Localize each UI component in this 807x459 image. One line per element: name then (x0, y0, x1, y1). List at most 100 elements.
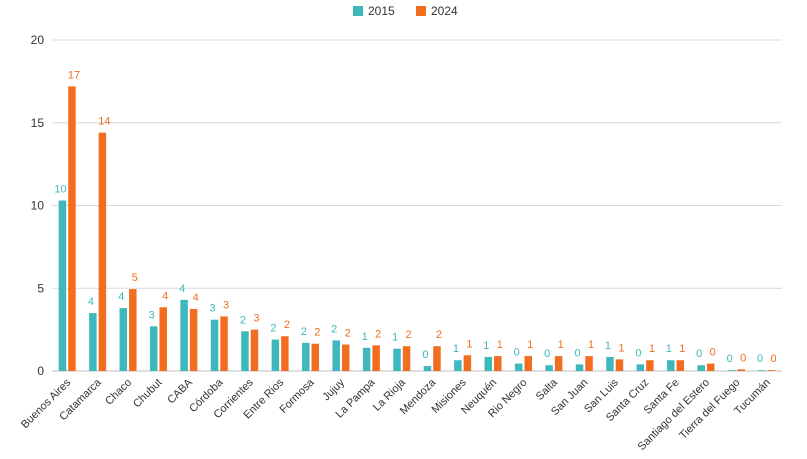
data-label-2015: 1 (483, 340, 489, 352)
data-label-2024: 1 (558, 339, 564, 351)
bar-2024[interactable] (311, 343, 320, 371)
bar-2024[interactable] (402, 346, 411, 371)
bar-2024[interactable] (676, 360, 685, 371)
data-label-2015: 1 (605, 340, 611, 352)
bar-2015[interactable] (149, 326, 158, 371)
x-tick-label: Jujuy (320, 376, 347, 403)
y-tick-label: 10 (31, 199, 45, 213)
bar-2024[interactable] (463, 355, 472, 371)
legend[interactable]: 2015 2024 (353, 4, 458, 18)
bar-2015[interactable] (514, 363, 523, 371)
bar-2015[interactable] (636, 364, 645, 371)
data-label-2015: 1 (362, 331, 368, 343)
y-tick-label: 0 (37, 364, 44, 378)
bar-2015[interactable] (271, 339, 280, 371)
data-label-2015: 1 (392, 332, 398, 344)
bar-2015[interactable] (606, 356, 614, 371)
x-tick-label: Chaco (103, 377, 134, 408)
bar-2024[interactable] (615, 359, 624, 371)
bar-2024[interactable] (585, 356, 593, 371)
y-tick-label: 5 (37, 281, 44, 295)
bar-2024[interactable] (341, 344, 350, 371)
data-label-2015: 0 (757, 353, 763, 365)
bar-2015[interactable] (758, 370, 766, 371)
bar-2015[interactable] (362, 347, 371, 371)
bars (58, 86, 776, 371)
bar-2015[interactable] (332, 340, 340, 371)
data-label-2015: 2 (331, 323, 337, 335)
bar-2015[interactable] (119, 308, 128, 371)
bar-2024[interactable] (433, 346, 441, 371)
bar-2024[interactable] (220, 316, 228, 371)
bar-2015[interactable] (484, 356, 493, 371)
data-label-2015: 2 (270, 323, 276, 335)
bar-2015[interactable] (58, 200, 67, 371)
bar-2015[interactable] (302, 342, 310, 371)
bar-2024[interactable] (646, 360, 654, 371)
data-label-2015: 0 (544, 348, 550, 360)
data-label-2024: 0 (740, 352, 746, 364)
bar-2015[interactable] (423, 366, 432, 371)
legend-swatch-2024[interactable] (416, 6, 426, 16)
bar-2024[interactable] (372, 345, 380, 371)
bar-2015[interactable] (89, 313, 97, 371)
data-label-2015: 4 (88, 296, 94, 308)
bar-2024[interactable] (767, 370, 776, 371)
data-label-2024: 2 (314, 327, 320, 339)
data-label-2015: 4 (118, 291, 124, 303)
bar-2024[interactable] (281, 336, 289, 371)
bar-2024[interactable] (68, 86, 76, 371)
bar-2024[interactable] (189, 308, 198, 371)
bar-2024[interactable] (98, 132, 107, 371)
data-label-2015: 0 (696, 348, 702, 360)
y-tick-label: 20 (31, 33, 45, 47)
bar-2024[interactable] (524, 356, 532, 371)
data-label-2024: 14 (98, 116, 110, 128)
bar-2015[interactable] (575, 364, 584, 371)
bar-2024[interactable] (129, 289, 137, 371)
bar-2015[interactable] (667, 360, 675, 371)
bar-2024[interactable] (250, 329, 259, 371)
data-label-2024: 2 (345, 328, 351, 340)
data-label-2015: 2 (301, 326, 307, 338)
bar-2015[interactable] (241, 331, 249, 371)
data-label-2024: 3 (223, 299, 229, 311)
bar-2024[interactable] (159, 307, 167, 371)
bar-2024[interactable] (554, 356, 563, 371)
bar-2015[interactable] (210, 319, 219, 371)
data-label-2024: 1 (466, 338, 472, 350)
bar-2015[interactable] (697, 365, 705, 371)
data-label-2024: 17 (68, 69, 80, 81)
data-label-2024: 1 (588, 339, 594, 351)
data-label-2024: 3 (253, 313, 259, 325)
bar-2024[interactable] (737, 369, 745, 371)
bar-2015[interactable] (393, 348, 401, 371)
data-label-2015: 1 (453, 343, 459, 355)
data-label-2024: 1 (527, 339, 533, 351)
bar-2015[interactable] (180, 299, 188, 371)
legend-label-2024[interactable]: 2024 (431, 4, 458, 18)
legend-label-2015[interactable]: 2015 (368, 4, 395, 18)
data-label-2024: 5 (132, 272, 138, 284)
data-label-2024: 0 (710, 347, 716, 359)
data-label-2015: 2 (240, 314, 246, 326)
data-label-2015: 4 (179, 283, 185, 295)
data-label-2024: 1 (618, 342, 624, 354)
data-label-2024: 2 (375, 328, 381, 340)
bar-2024[interactable] (494, 356, 502, 371)
data-label-2015: 0 (727, 353, 733, 365)
data-label-2024: 4 (162, 290, 168, 302)
bar-2024[interactable] (706, 363, 715, 371)
data-label-2024: 2 (436, 329, 442, 341)
bar-2015[interactable] (545, 365, 553, 371)
data-label-2015: 0 (422, 349, 428, 361)
data-label-2024: 4 (193, 292, 199, 304)
legend-swatch-2015[interactable] (353, 6, 363, 16)
data-label-2015: 0 (514, 347, 520, 359)
data-label-2015: 3 (209, 303, 215, 315)
bar-2015[interactable] (727, 370, 736, 371)
bar-2015[interactable] (454, 360, 462, 371)
